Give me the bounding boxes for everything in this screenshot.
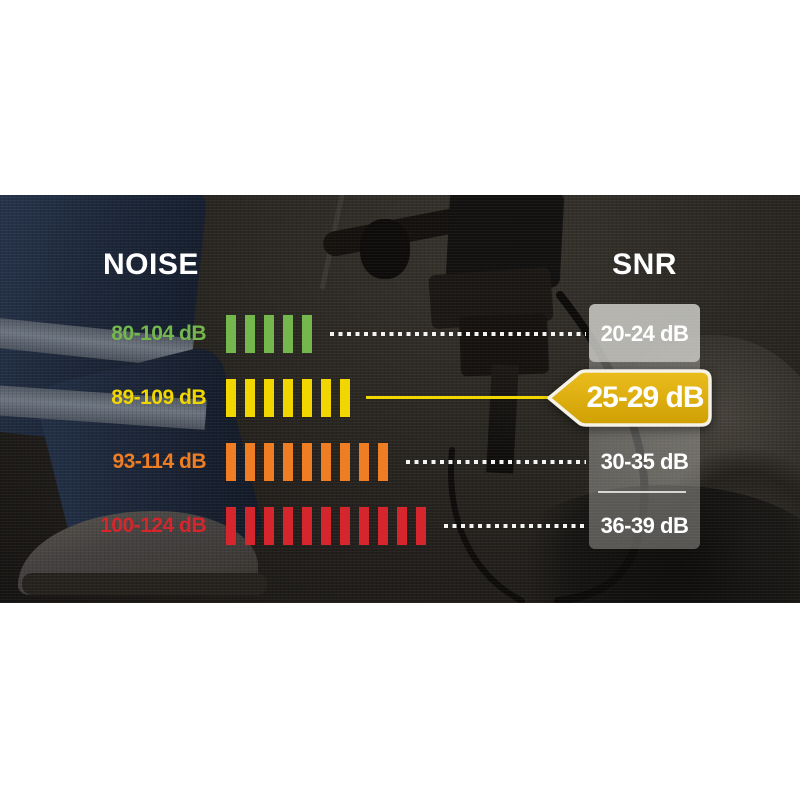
level-bar [264, 443, 274, 481]
level-bar [283, 315, 293, 353]
noise-range-label-orange: 93-114 dB [112, 450, 206, 473]
level-bar [264, 379, 274, 417]
highlight-connector-line [366, 396, 553, 399]
level-bar [378, 507, 388, 545]
level-bar [321, 379, 331, 417]
level-bar [226, 443, 236, 481]
snr-value: 30-35 dB [600, 449, 689, 474]
level-bar [321, 507, 331, 545]
level-bar [283, 443, 293, 481]
snr-column-header: SNR [612, 248, 677, 281]
noise-range-label-green: 80-104 dB [111, 322, 206, 345]
highlighted-snr-value: 25-29 dB [586, 381, 704, 414]
level-bars-green [226, 315, 312, 353]
level-bars-orange [226, 443, 388, 481]
level-bars-yellow [226, 379, 350, 417]
dotted-connector-line [406, 460, 586, 464]
jackhammer-grip [360, 219, 410, 279]
level-bar [245, 443, 255, 481]
level-bar [340, 507, 350, 545]
level-bar [302, 315, 312, 353]
highlight-badge: 25-29 dB [546, 367, 714, 429]
level-bar [321, 443, 331, 481]
level-bar [340, 379, 350, 417]
noise-column-header: NOISE [103, 248, 199, 281]
level-bar [302, 379, 312, 417]
noise-range-label-red: 100-124 dB [100, 514, 206, 537]
snr-value: 20-24 dB [600, 321, 689, 346]
level-bar [359, 443, 369, 481]
level-bar [226, 315, 236, 353]
level-bar [264, 507, 274, 545]
level-bar [226, 507, 236, 545]
level-bar [226, 379, 236, 417]
snr-value-box [589, 304, 700, 362]
level-bar [397, 507, 407, 545]
level-bar [302, 507, 312, 545]
arrow-left-icon [547, 369, 712, 427]
noise-range-label-yellow: 89-109 dB [111, 386, 206, 409]
dotted-connector-line [330, 332, 586, 336]
boot-sole [22, 573, 267, 595]
level-bar [245, 379, 255, 417]
level-bar [359, 507, 369, 545]
level-bar [264, 315, 274, 353]
level-bar [378, 443, 388, 481]
level-bars-red [226, 507, 426, 545]
snr-value: 36-39 dB [600, 513, 689, 538]
level-bar [302, 443, 312, 481]
level-bar [245, 507, 255, 545]
level-bar [340, 443, 350, 481]
divider-line [598, 491, 686, 493]
level-bar [283, 379, 293, 417]
level-bar [245, 315, 255, 353]
level-bar [416, 507, 426, 545]
dotted-connector-line [444, 524, 586, 528]
level-bar [283, 507, 293, 545]
